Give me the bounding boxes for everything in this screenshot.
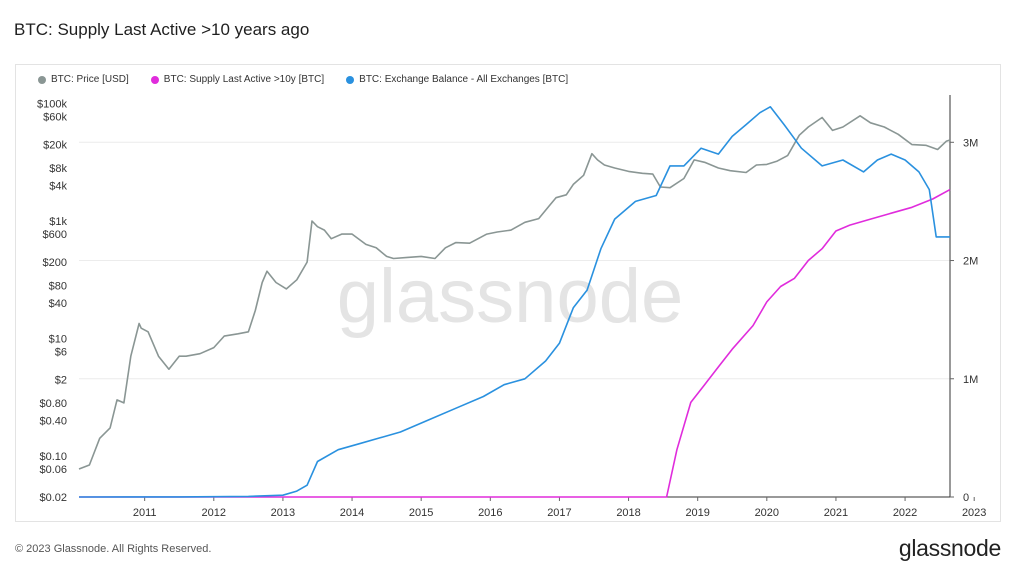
y-left-tick-label: $80 bbox=[49, 280, 67, 292]
series-line-1 bbox=[79, 188, 951, 498]
x-tick-label-2023: 2023 bbox=[962, 507, 986, 519]
y-left-tick-label: $8k bbox=[49, 163, 67, 175]
x-tick-label-2022: 2022 bbox=[893, 507, 917, 519]
x-tick-label-2018: 2018 bbox=[616, 507, 640, 519]
y-left-tick-label: $0.10 bbox=[39, 451, 67, 463]
legend-dot-exchange-balance bbox=[346, 75, 355, 84]
legend-label-supply-10y: BTC: Supply Last Active >10y [BTC] bbox=[163, 74, 325, 85]
y-left-tick-label: $0.80 bbox=[39, 398, 67, 410]
chart-title: BTC: Supply Last Active >10 years ago bbox=[14, 20, 310, 39]
y-right-tick-label: 3M bbox=[963, 137, 978, 149]
y-left-tick-label: $6 bbox=[55, 347, 67, 359]
y-left-tick-label: $200 bbox=[43, 257, 67, 269]
legend-label-exchange-balance: BTC: Exchange Balance - All Exchanges [B… bbox=[359, 74, 569, 85]
legend-item-exchange-balance[interactable]: BTC: Exchange Balance - All Exchanges [B… bbox=[346, 74, 568, 85]
series-line-2 bbox=[78, 106, 950, 498]
x-tick-label-2021: 2021 bbox=[824, 507, 848, 519]
x-tick-label-2011: 2011 bbox=[133, 507, 157, 519]
series-lines bbox=[78, 106, 951, 498]
x-tick-label-2015: 2015 bbox=[409, 507, 433, 519]
chart-panel bbox=[15, 64, 1001, 522]
y-left-tick-label: $4k bbox=[49, 181, 67, 193]
x-tick-label-2012: 2012 bbox=[202, 507, 226, 519]
y-left-tick-label: $100k bbox=[37, 99, 67, 111]
y-right-tick-label: 0 bbox=[963, 492, 969, 504]
y-left-tick-label: $40 bbox=[49, 298, 67, 310]
legend-item-supply-10y[interactable]: BTC: Supply Last Active >10y [BTC] bbox=[150, 74, 325, 85]
y-left-tick-label: $1k bbox=[49, 216, 67, 228]
y-right-tick-label: 2M bbox=[963, 256, 978, 268]
x-tick-label-2020: 2020 bbox=[755, 507, 779, 519]
legend: BTC: Price [USD] BTC: Supply Last Active… bbox=[38, 74, 568, 85]
series-line-0 bbox=[78, 115, 951, 470]
x-tick-label-2016: 2016 bbox=[478, 507, 502, 519]
y-left-tick-label: $60k bbox=[43, 112, 67, 124]
legend-label-price: BTC: Price [USD] bbox=[51, 74, 129, 85]
y-left-tick-label: $0.06 bbox=[39, 464, 67, 476]
tick-labels: 2011 2012 2013 2014 2015 2016 2017 2018 2019 2020… bbox=[37, 99, 986, 519]
y-right-tick-label: 1M bbox=[963, 374, 978, 386]
y-left-tick-label: $10 bbox=[49, 333, 67, 345]
y-left-tick-label: $20k bbox=[43, 140, 67, 152]
legend-item-price[interactable]: BTC: Price [USD] bbox=[38, 74, 129, 85]
copyright-text: © 2023 Glassnode. All Rights Reserved. bbox=[15, 543, 212, 555]
x-tick-label-2013: 2013 bbox=[271, 507, 295, 519]
x-tick-label-2019: 2019 bbox=[685, 507, 709, 519]
x-tick-label-2017: 2017 bbox=[547, 507, 571, 519]
x-tick-label-2014: 2014 bbox=[340, 507, 364, 519]
y-left-tick-label: $0.40 bbox=[39, 416, 67, 428]
legend-dot-supply-10y bbox=[150, 75, 159, 84]
y-left-tick-label: $600 bbox=[43, 229, 67, 241]
legend-dot-price bbox=[38, 75, 46, 84]
brand-logo-text[interactable]: glassnode bbox=[898, 535, 1001, 561]
watermark: glassnode bbox=[337, 254, 684, 339]
y-left-tick-label: $2 bbox=[55, 375, 67, 387]
y-left-tick-label: $0.02 bbox=[39, 492, 67, 504]
